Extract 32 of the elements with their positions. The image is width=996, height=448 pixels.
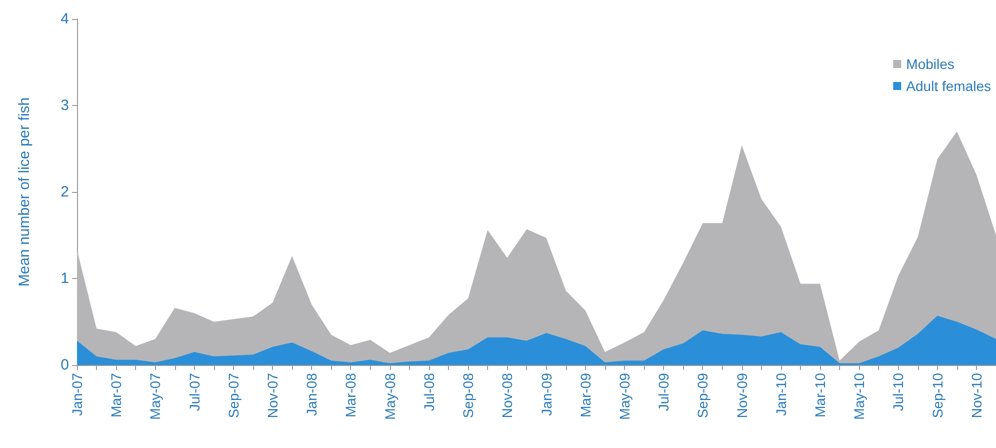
legend-label: Adult females bbox=[906, 78, 992, 94]
x-tick-label: Sep-07 bbox=[225, 372, 242, 418]
x-tick-label: Mar-10 bbox=[812, 372, 828, 418]
y-tick-label: 4 bbox=[60, 10, 69, 28]
x-tick-label: May-10 bbox=[851, 372, 868, 420]
y-tick-label: 1 bbox=[60, 270, 69, 287]
x-tick-label: Nov-09 bbox=[734, 372, 750, 418]
y-axis-title: Mean number of lice per fish bbox=[16, 97, 33, 287]
x-tick-label: Sep-09 bbox=[694, 372, 711, 418]
x-tick-label: May-08 bbox=[382, 372, 398, 420]
legend-label: Mobiles bbox=[906, 56, 954, 72]
x-tick-label: May-09 bbox=[616, 372, 632, 420]
y-tick-label: 3 bbox=[60, 97, 69, 114]
y-tick-label: 0 bbox=[60, 356, 69, 374]
x-tick-label: May-07 bbox=[147, 372, 164, 420]
x-tick-label: Jul-08 bbox=[420, 372, 437, 412]
x-tick-label: Jul-10 bbox=[890, 372, 906, 412]
x-tick-label: Jan-09 bbox=[538, 372, 554, 416]
x-tick-label: Mar-08 bbox=[342, 372, 359, 418]
x-tick-label: Jul-09 bbox=[656, 372, 672, 412]
x-tick-label: Sep-10 bbox=[929, 372, 946, 418]
x-tick-label: Mar-07 bbox=[108, 372, 124, 418]
x-tick-label: Jan-10 bbox=[772, 372, 789, 416]
x-tick-label: Jul-07 bbox=[186, 372, 202, 412]
x-tick-label: Sep-08 bbox=[460, 372, 476, 418]
x-tick-label: Nov-08 bbox=[499, 372, 516, 418]
x-tick-label: Nov-10 bbox=[968, 372, 984, 418]
y-tick-label: 2 bbox=[60, 184, 69, 200]
x-tick-label: Jan-08 bbox=[304, 372, 320, 416]
x-tick-label: Nov-07 bbox=[264, 372, 281, 418]
x-tick-label: Jan-07 bbox=[69, 372, 85, 416]
x-tick-label: Mar-09 bbox=[577, 372, 594, 418]
